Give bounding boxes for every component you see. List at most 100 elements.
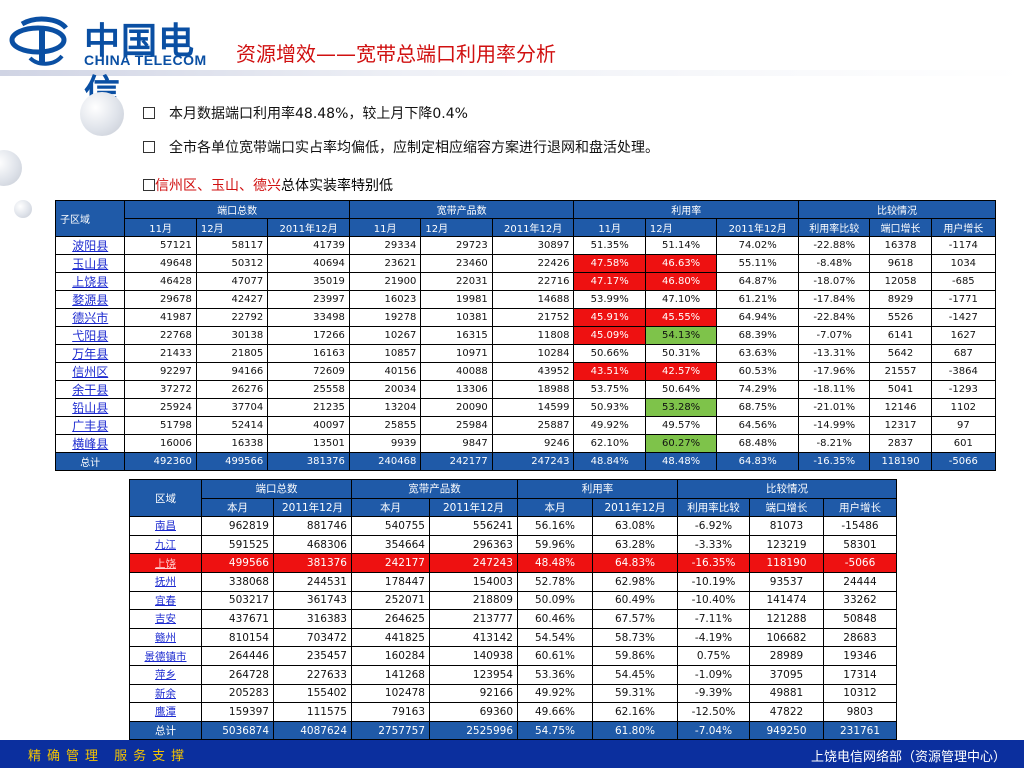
table-header-row: 子区域 端口总数 宽带产品数 利用率 比较情况 (54, 200, 997, 237)
table-cell: 264446 (201, 646, 274, 666)
table-cell: 881746 (273, 516, 352, 536)
table-cell: 20034 (348, 380, 422, 399)
table-cell: 16006 (124, 434, 197, 453)
table-row: 南昌 962819 881746 540755 556241 56.16% 63.08% -6… (129, 516, 897, 536)
table-cell: 40694 (267, 254, 350, 273)
table-cell: 48.48% (517, 553, 593, 573)
table-cell: 97 (930, 416, 997, 435)
table-cell: -17.96% (797, 362, 871, 381)
table-cell: 361743 (273, 590, 352, 611)
total-cell: 118190 (869, 452, 932, 471)
table-row: 上饶县 46428 47077 35019 21900 22031 22716 47.17% 4… (54, 272, 997, 291)
table-cell: 63.28% (592, 534, 678, 555)
table-row: 婺源县 29678 42427 23997 16023 19981 14688 53.99% 4… (54, 290, 997, 309)
table-cell: 21433 (124, 344, 197, 363)
table-cell: 437671 (201, 609, 274, 629)
table-cell: 55.11% (716, 254, 799, 273)
table-cell: 102478 (351, 683, 430, 704)
area-name: 萍乡 (129, 664, 202, 685)
county-utilization-table: 子区域 端口总数 宽带产品数 利用率 比较情况 11月 12月 2011年12月 11月 12月 2… (54, 200, 997, 471)
table-cell: -8.48% (797, 254, 871, 273)
table-cell: 154003 (429, 571, 518, 592)
table-cell: -5066 (823, 553, 897, 573)
table-cell: -12.50% (677, 702, 750, 722)
total-cell: 61.80% (592, 720, 678, 741)
area-name: 宜春 (129, 590, 202, 611)
table-cell: 354664 (351, 534, 430, 555)
table-cell: -6.92% (677, 516, 750, 536)
table-cell: 159397 (201, 702, 274, 722)
table-cell: 40097 (267, 416, 350, 435)
column-header: 用户增长 (823, 497, 897, 518)
table-cell: 57121 (124, 236, 197, 255)
table-cell: 37272 (124, 380, 197, 399)
table-row: 余干县 37272 26276 25558 20034 13306 18988 53.75% 5… (54, 380, 997, 399)
table-cell: 56.16% (517, 516, 593, 536)
table-cell: 21900 (348, 272, 422, 291)
table-cell: 13501 (267, 434, 350, 453)
table-cell: 49.92% (573, 416, 646, 435)
china-telecom-logo: 中国电信 CHINA TELECOM (8, 6, 220, 114)
table-cell: 37095 (749, 664, 824, 685)
table-row: 抚州 338068 244531 178447 154003 52.78% 62.98% -1… (129, 571, 897, 592)
table-cell: 37704 (195, 398, 269, 417)
area-name: 新余 (129, 683, 202, 704)
table-cell: 93537 (749, 571, 824, 592)
table-cell: 1627 (930, 326, 997, 345)
table-cell: 160284 (351, 646, 430, 666)
table-cell: 59.86% (592, 646, 678, 666)
decorative-sphere (14, 200, 32, 218)
table-cell: 218809 (429, 590, 518, 611)
column-header: 端口增长 (749, 497, 824, 518)
bullet-highlight-areas: 信州区、玉山、德兴 (155, 178, 281, 194)
table-row: 广丰县 51798 52414 40097 25855 25984 25887 49.92% 4… (54, 416, 997, 435)
table-cell: -9.39% (677, 683, 750, 704)
table-cell: 51.35% (573, 236, 646, 255)
area-name: 赣州 (129, 627, 202, 648)
table-cell: 47822 (749, 702, 824, 722)
table-cell: 43.51% (573, 362, 646, 381)
table-cell: 40156 (348, 362, 422, 381)
table-cell: 49.66% (517, 702, 593, 722)
table-cell: 687 (930, 344, 997, 363)
table-cell: 68.75% (716, 398, 799, 417)
table-cell: 338068 (201, 571, 274, 592)
total-cell: -7.04% (677, 720, 750, 741)
table-cell: 5041 (869, 380, 932, 399)
table-cell: 10857 (348, 344, 422, 363)
table-cell: 18988 (491, 380, 575, 399)
bullet-low-install-areas: 信州区、玉山、德兴总体实装率特别低 (143, 175, 393, 195)
table-cell: 20090 (420, 398, 493, 417)
table-cell: 47.17% (573, 272, 646, 291)
column-header: 2011年12月 (267, 218, 350, 237)
table-cell: -18.07% (797, 272, 871, 291)
table-cell: 1102 (930, 398, 997, 417)
table-cell: 50848 (823, 609, 897, 629)
area-name: 上饶县 (54, 272, 126, 291)
column-header: 12月 (644, 218, 718, 237)
decorative-sphere (0, 150, 22, 186)
table-cell: 227633 (273, 664, 352, 685)
area-name: 吉安 (129, 609, 202, 629)
table-cell: 16023 (348, 290, 422, 309)
table-cell: 60.27% (644, 434, 718, 453)
table-cell: 244531 (273, 571, 352, 592)
table-cell: 10267 (348, 326, 422, 345)
table-cell: 49.57% (644, 416, 718, 435)
table-cell: 49.92% (517, 683, 593, 704)
table-cell: 106682 (749, 627, 824, 648)
table-cell: 178447 (351, 571, 430, 592)
table-cell: 141474 (749, 590, 824, 611)
table-cell: 10381 (420, 308, 493, 327)
table-cell: 10284 (491, 344, 575, 363)
group-header: 端口总数 (201, 479, 352, 499)
table-cell: -7.11% (677, 609, 750, 629)
area-name: 婺源县 (54, 290, 126, 309)
table-cell: 49648 (124, 254, 197, 273)
table-cell: 247243 (429, 553, 518, 573)
group-header: 宽带产品数 (348, 200, 575, 219)
total-cell: 242177 (420, 452, 493, 471)
group-header: 端口总数 (124, 200, 350, 219)
total-cell: -16.35% (797, 452, 871, 471)
table-cell: 50.66% (573, 344, 646, 363)
